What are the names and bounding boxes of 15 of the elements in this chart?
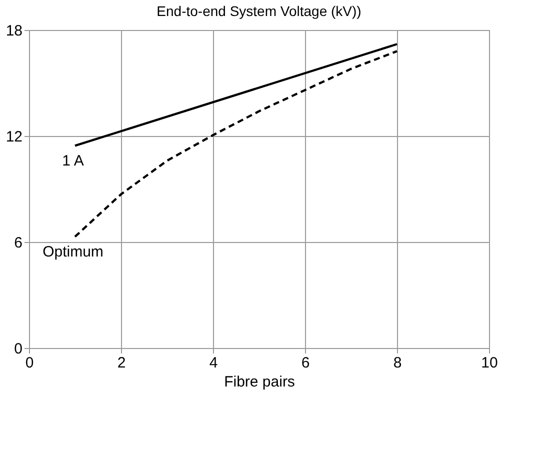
x-tick-label: 2 — [117, 354, 126, 372]
x-tick-label: 8 — [393, 354, 402, 372]
series-label: Optimum — [42, 244, 104, 261]
line-series — [74, 50, 398, 238]
y-tick-label: 0 — [14, 340, 22, 358]
y-tick-label: 12 — [6, 128, 22, 146]
chart-title: End-to-end System Voltage (kV)) — [156, 3, 362, 19]
x-tick-label: 4 — [209, 354, 218, 372]
y-tick-label: 6 — [14, 234, 22, 252]
x-axis-title: Fibre pairs — [224, 374, 295, 390]
series-label: 1 A — [62, 152, 84, 170]
x-tick-label: 6 — [301, 354, 310, 372]
x-tick-label: 0 — [25, 354, 34, 372]
x-tick-label: 10 — [481, 354, 498, 372]
y-tick-label: 18 — [6, 22, 22, 40]
